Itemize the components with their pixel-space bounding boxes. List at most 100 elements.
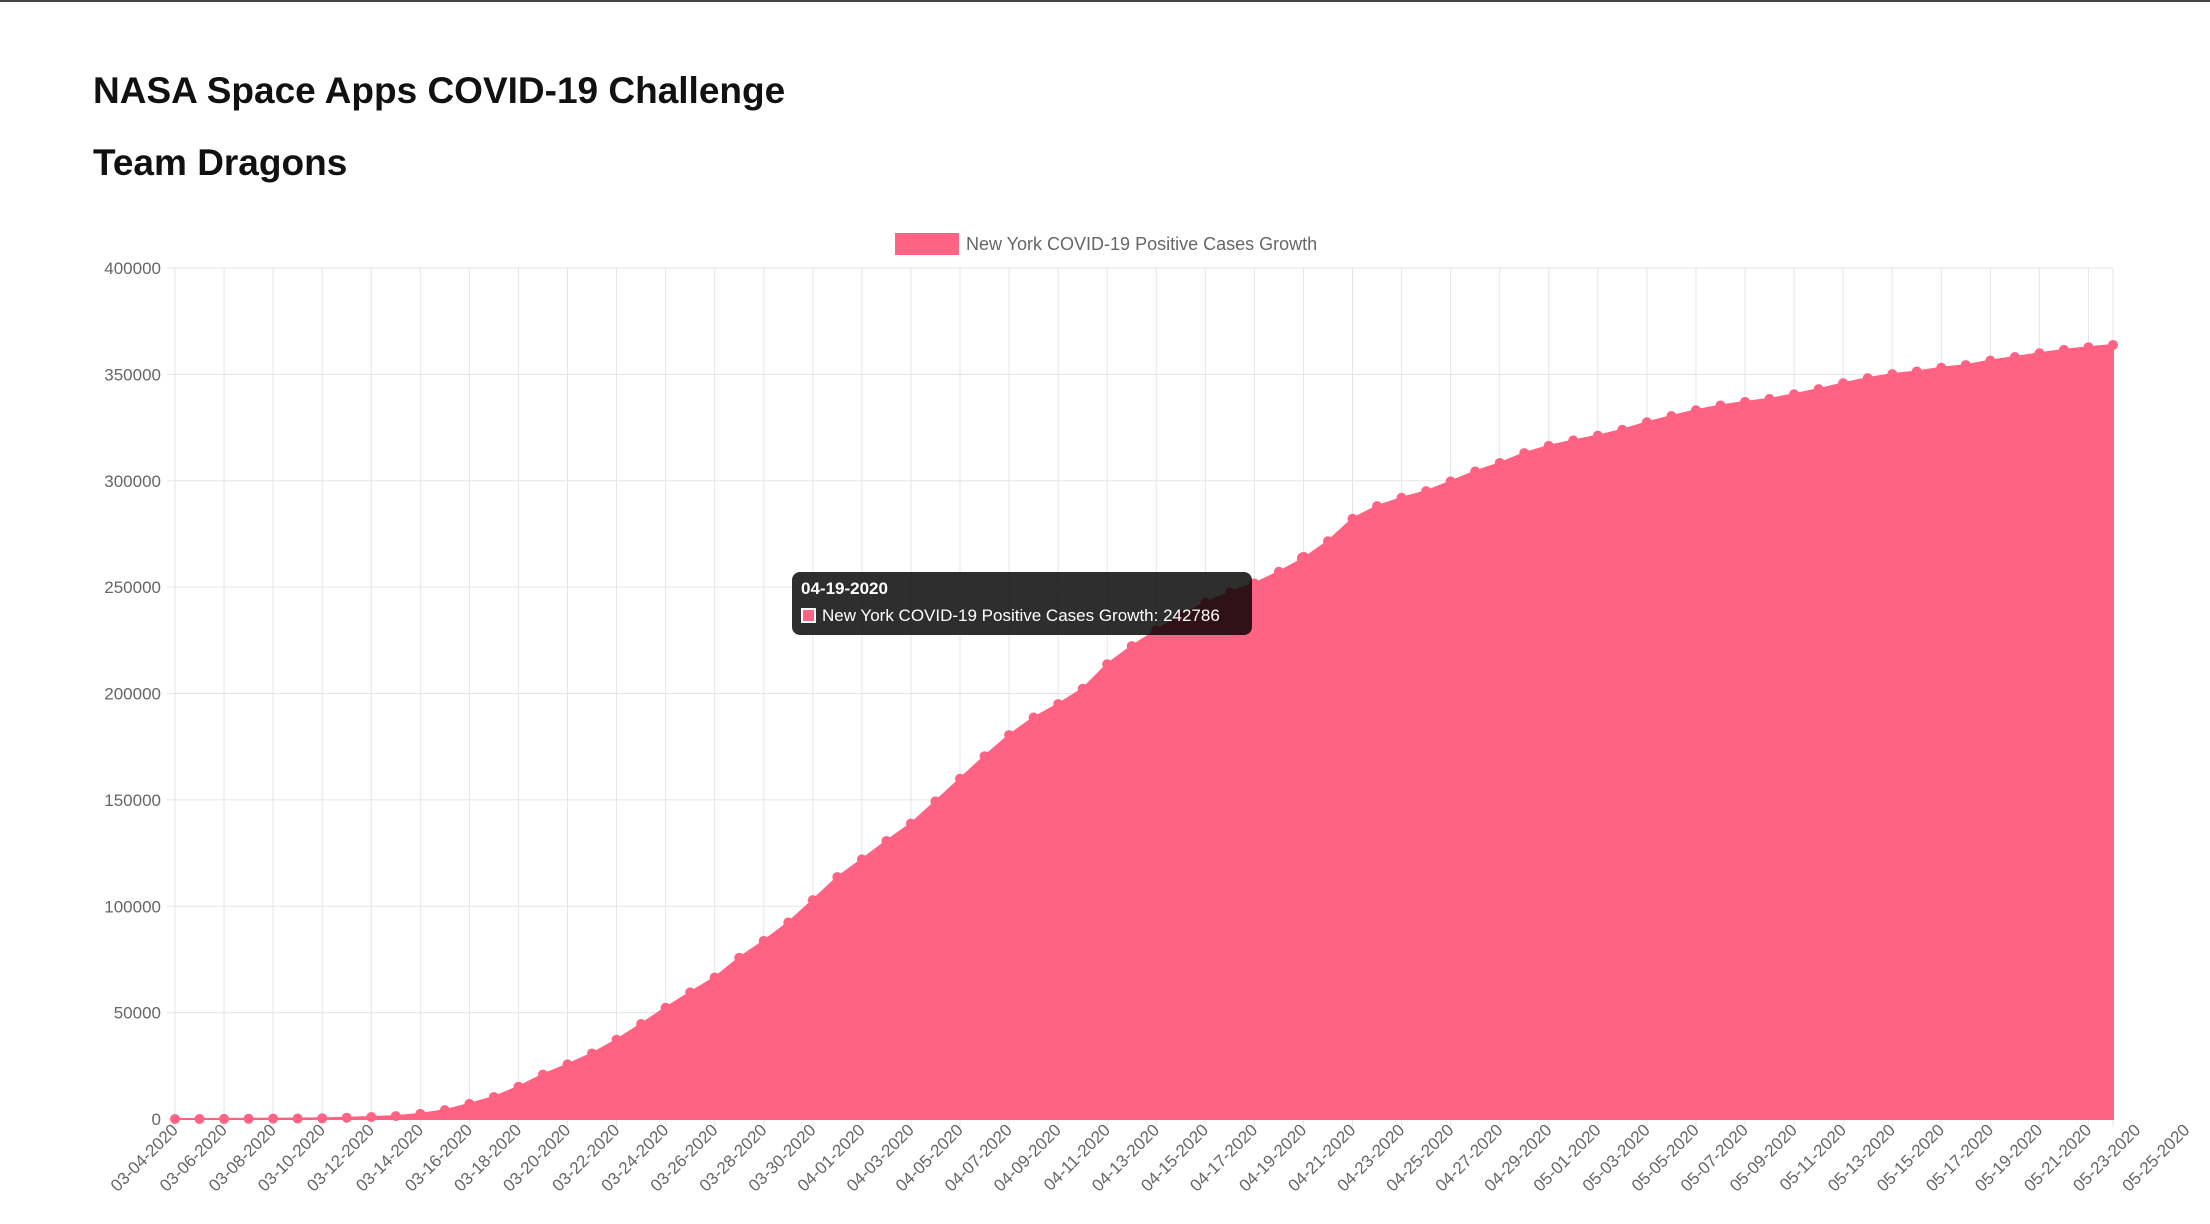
data-point[interactable]: [930, 796, 941, 807]
data-point[interactable]: [2058, 344, 2069, 355]
y-axis-ticks: 0 50000 100000 150000 200000 250000 300000 3500…: [104, 259, 161, 1129]
tooltip-swatch: [801, 608, 816, 623]
data-point[interactable]: [709, 972, 720, 983]
data-point[interactable]: [611, 1034, 622, 1045]
data-point[interactable]: [1592, 430, 1603, 441]
data-point[interactable]: [1641, 417, 1652, 428]
data-point[interactable]: [2034, 348, 2045, 359]
data-point[interactable]: [758, 935, 769, 946]
data-point[interactable]: [1568, 435, 1579, 446]
y-tick-label: 400000: [104, 259, 161, 278]
data-point[interactable]: [1789, 389, 1800, 400]
data-point[interactable]: [317, 1113, 328, 1124]
data-point[interactable]: [1102, 659, 1113, 670]
data-point[interactable]: [1960, 360, 1971, 371]
data-point[interactable]: [1985, 355, 1996, 366]
y-tick-label: 0: [152, 1110, 161, 1129]
data-point[interactable]: [1764, 393, 1775, 404]
y-tick-label: 150000: [104, 791, 161, 810]
data-point[interactable]: [268, 1113, 279, 1124]
data-point[interactable]: [881, 835, 892, 846]
data-point[interactable]: [1936, 362, 1947, 373]
data-point[interactable]: [1028, 712, 1039, 723]
data-point[interactable]: [2083, 342, 2094, 353]
data-point[interactable]: [587, 1048, 598, 1059]
data-point[interactable]: [537, 1069, 548, 1080]
data-points: [170, 339, 2118, 1124]
data-point[interactable]: [734, 952, 745, 963]
data-point[interactable]: [1421, 486, 1432, 497]
data-point[interactable]: [1519, 448, 1530, 459]
data-point[interactable]: [1273, 566, 1284, 577]
top-border: [0, 0, 2210, 2]
data-point[interactable]: [1666, 411, 1677, 422]
data-point[interactable]: [1004, 730, 1015, 741]
data-point[interactable]: [1543, 440, 1554, 451]
data-point[interactable]: [979, 751, 990, 762]
data-point[interactable]: [636, 1019, 647, 1030]
data-point[interactable]: [2108, 339, 2118, 350]
area-fill: [174, 343, 2114, 1120]
data-point[interactable]: [366, 1111, 377, 1122]
data-point[interactable]: [832, 872, 843, 883]
y-tick-label: 200000: [104, 685, 161, 704]
y-tick-label: 100000: [104, 897, 161, 916]
legend-swatch: [895, 233, 959, 255]
y-tick-label: 300000: [104, 472, 161, 491]
tooltip-date: 04-19-2020: [801, 579, 888, 598]
data-point[interactable]: [1911, 366, 1922, 377]
data-point[interactable]: [439, 1105, 450, 1116]
data-point[interactable]: [783, 917, 794, 928]
tooltip-label: New York COVID-19 Positive Cases Growth:…: [822, 606, 1220, 625]
x-axis-ticks: 03-04-202003-06-202003-08-202003-10-2020…: [107, 1120, 2194, 1195]
data-point[interactable]: [807, 895, 818, 906]
legend[interactable]: New York COVID-19 Positive Cases Growth: [895, 233, 1317, 255]
data-point[interactable]: [1715, 400, 1726, 411]
data-point[interactable]: [1470, 466, 1481, 477]
page-title: NASA Space Apps COVID-19 Challenge: [93, 70, 786, 111]
page-subtitle: Team Dragons: [93, 142, 348, 183]
data-point[interactable]: [415, 1108, 426, 1119]
data-point[interactable]: [955, 773, 966, 784]
data-point[interactable]: [390, 1111, 401, 1122]
data-point[interactable]: [194, 1113, 205, 1124]
data-point[interactable]: [219, 1113, 230, 1124]
area-series: [174, 343, 2114, 1120]
data-point[interactable]: [1296, 551, 1310, 565]
data-point[interactable]: [1887, 369, 1898, 380]
data-point[interactable]: [905, 818, 916, 829]
data-point[interactable]: [1322, 536, 1333, 547]
y-tick-label: 50000: [114, 1004, 161, 1023]
legend-label: New York COVID-19 Positive Cases Growth: [966, 234, 1317, 254]
data-point[interactable]: [1740, 396, 1751, 407]
data-point[interactable]: [1838, 378, 1849, 389]
data-point[interactable]: [1617, 424, 1628, 435]
y-tick-label: 250000: [104, 578, 161, 597]
data-point[interactable]: [1445, 476, 1456, 487]
data-point[interactable]: [341, 1112, 352, 1123]
data-point[interactable]: [464, 1098, 475, 1109]
data-point[interactable]: [856, 854, 867, 865]
data-point[interactable]: [292, 1113, 303, 1124]
data-point[interactable]: [1126, 641, 1137, 652]
data-point[interactable]: [1862, 373, 1873, 384]
data-point[interactable]: [685, 987, 696, 998]
data-point[interactable]: [1813, 384, 1824, 395]
data-point[interactable]: [243, 1113, 254, 1124]
data-point[interactable]: [488, 1091, 499, 1102]
data-point[interactable]: [2009, 352, 2020, 363]
data-point[interactable]: [660, 1002, 671, 1013]
data-point[interactable]: [1077, 683, 1088, 694]
data-point[interactable]: [1372, 501, 1383, 512]
data-point[interactable]: [170, 1113, 180, 1124]
y-tick-label: 350000: [104, 365, 161, 384]
data-point[interactable]: [1396, 492, 1407, 503]
data-point[interactable]: [1690, 405, 1701, 416]
data-point[interactable]: [1494, 458, 1505, 469]
tooltip: 04-19-2020 New York COVID-19 Positive Ca…: [792, 572, 1252, 635]
data-point[interactable]: [562, 1059, 573, 1070]
data-point[interactable]: [1347, 513, 1358, 524]
data-point[interactable]: [1053, 699, 1064, 710]
data-point[interactable]: [513, 1081, 524, 1092]
